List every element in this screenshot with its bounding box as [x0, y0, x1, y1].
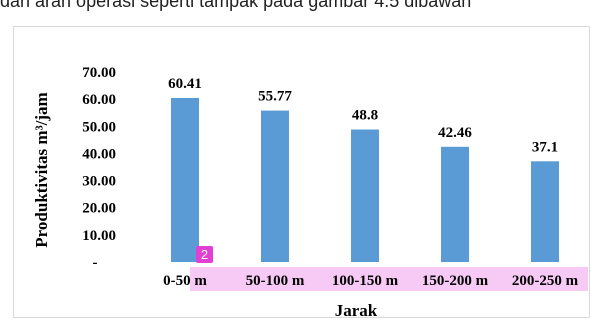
bar-2 — [261, 110, 289, 262]
x-axis-ticks: 0-50 m 50-100 m 100-150 m 150-200 m 200-250 … — [163, 273, 578, 289]
highlight-layer — [190, 267, 588, 291]
data-label-5: 37.1 — [532, 139, 558, 155]
annotation-badge: 2 — [196, 246, 213, 263]
bar-3 — [351, 129, 379, 262]
badge-text: 2 — [201, 247, 208, 262]
highlight-band — [190, 267, 588, 291]
y-tick-label-3: 20.00 — [82, 201, 116, 217]
x-tick-label-4: 150-200 m — [422, 273, 489, 289]
bar-5 — [531, 161, 559, 262]
data-label-1: 60.41 — [168, 76, 202, 92]
data-label-2: 55.77 — [258, 89, 292, 105]
bar-4 — [441, 146, 469, 262]
y-tick-label-1: - — [93, 255, 98, 271]
y-tick-label-5: 40.00 — [82, 146, 116, 162]
y-tick-label-6: 50.00 — [82, 119, 116, 135]
badge-rect — [196, 246, 213, 263]
x-tick-label-1: 0-50 m — [163, 273, 207, 289]
x-axis-title: Jarak — [335, 301, 378, 320]
bar-1 — [171, 98, 199, 262]
y-tick-label-7: 60.00 — [82, 92, 116, 108]
y-tick-label-4: 30.00 — [82, 174, 116, 190]
x-tick-label-5: 200-250 m — [512, 273, 579, 289]
y-tick-label-2: 10.00 — [82, 228, 116, 244]
cropped-top-text: dan arah operasi seperti tampak pada gam… — [0, 0, 472, 11]
bars-layer — [171, 98, 559, 262]
y-tick-label-8: 70.00 — [82, 65, 116, 81]
labels-layer: 60.41 55.77 48.8 42.46 37.1 — [168, 76, 558, 155]
data-label-3: 48.8 — [352, 108, 378, 124]
y-axis-title: Produktivitas m³/jam — [32, 92, 51, 247]
y-axis-ticks: - 10.00 20.00 30.00 40.00 50.00 60.00 70.00 — [82, 65, 116, 271]
data-label-4: 42.46 — [438, 125, 472, 141]
x-tick-label-3: 100-150 m — [332, 273, 399, 289]
x-tick-label-2: 50-100 m — [246, 273, 305, 289]
